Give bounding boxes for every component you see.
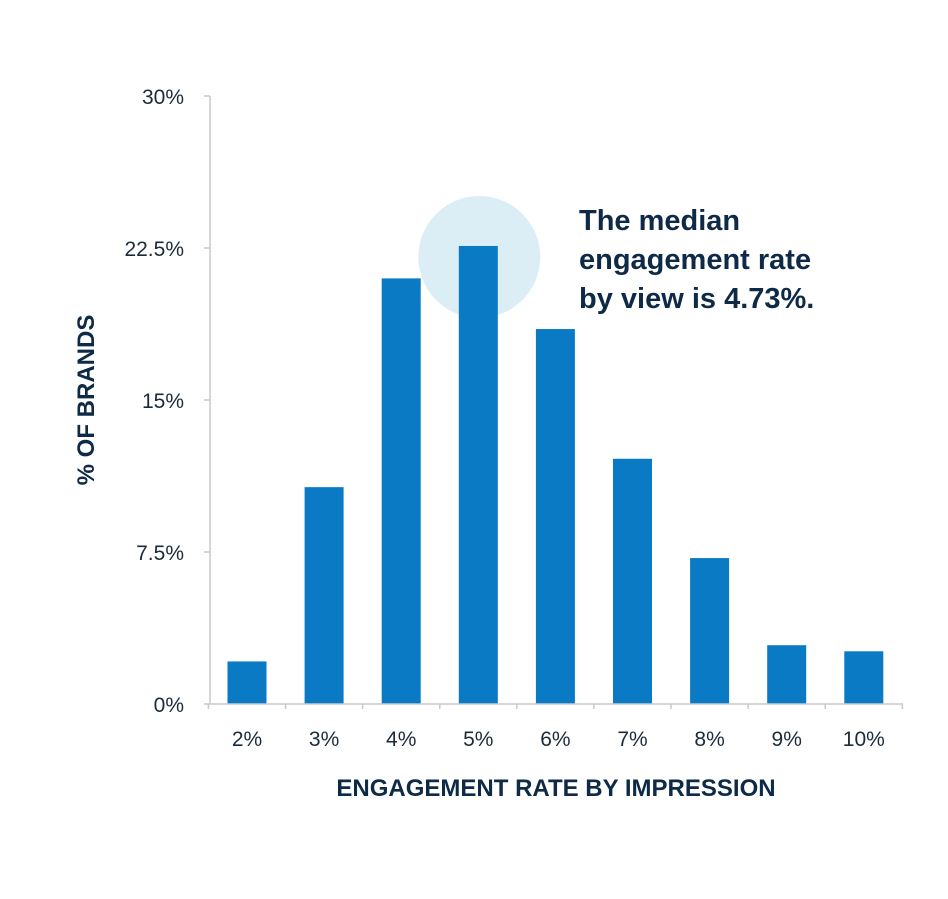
y-tick-label: 7.5% xyxy=(136,542,184,565)
x-tick-label: 9% xyxy=(772,728,802,751)
annotation-line-2: engagement rate xyxy=(579,244,811,276)
x-tick-label: 3% xyxy=(309,728,339,751)
y-tick-label: 22.5% xyxy=(124,238,184,261)
x-tick-label: 4% xyxy=(386,728,416,751)
bar-2% xyxy=(227,661,267,704)
y-tick-label: 0% xyxy=(154,694,184,717)
bar-10% xyxy=(844,651,884,704)
y-tick-label: 30% xyxy=(142,86,184,109)
y-tick-labels: 0% 7.5% 15% 22.5% 30% xyxy=(124,86,184,717)
axes-layer xyxy=(204,95,904,709)
x-tick-label: 5% xyxy=(463,728,493,751)
x-axis-title: ENGAGEMENT RATE BY IMPRESSION xyxy=(336,775,775,802)
x-tick-label: 8% xyxy=(694,728,724,751)
bar-3% xyxy=(304,487,344,704)
bar-6% xyxy=(535,329,575,704)
bar-4% xyxy=(381,278,421,704)
annotation-line-3: by view is 4.73%. xyxy=(579,283,814,315)
bar-9% xyxy=(767,645,807,704)
bars-layer xyxy=(227,245,884,704)
x-tick-labels: 2% 3% 4% 5% 6% 7% 8% 9% 10% xyxy=(232,728,885,751)
bar-5% xyxy=(458,245,498,704)
x-tick-label: 7% xyxy=(617,728,647,751)
x-tick-label: 6% xyxy=(540,728,570,751)
x-tick-label: 2% xyxy=(232,728,262,751)
y-axis-title: % OF BRANDS xyxy=(73,315,100,486)
bar-8% xyxy=(690,558,730,704)
y-tick-label: 15% xyxy=(142,390,184,413)
bar-7% xyxy=(613,458,652,704)
annotation-line-1: The median xyxy=(579,205,740,237)
x-tick-label: 10% xyxy=(843,728,885,751)
median-annotation: The median engagement rate by view is 4.… xyxy=(579,205,814,315)
